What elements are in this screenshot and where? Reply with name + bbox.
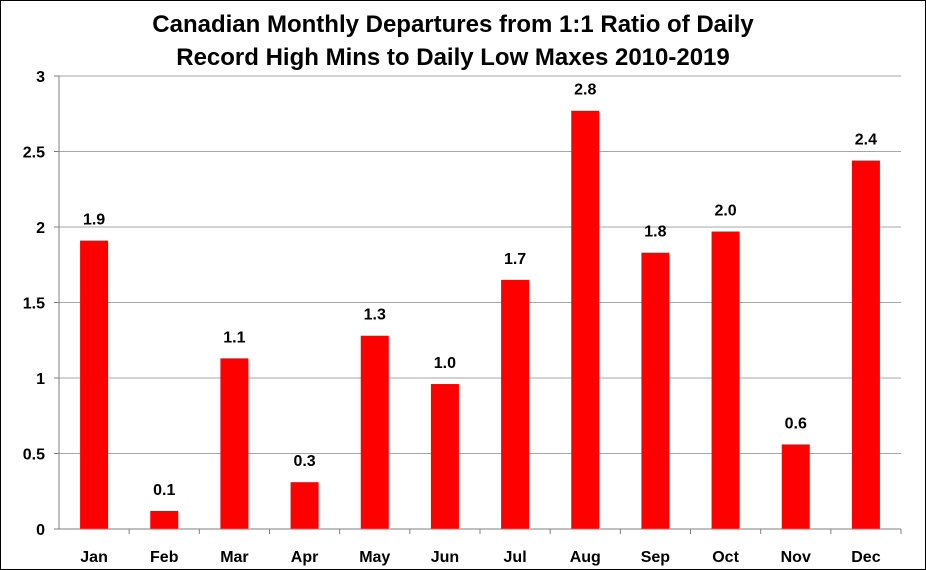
x-tick-label-jan: Jan — [80, 549, 108, 566]
x-tick-label-aug: Aug — [570, 549, 601, 566]
bar-mar — [220, 358, 249, 529]
data-label-jun: 1.0 — [434, 355, 456, 372]
y-tick-label: 2 — [36, 220, 45, 237]
bar-jul — [501, 279, 530, 529]
bar-aug — [571, 110, 600, 529]
bar-sep — [641, 252, 670, 530]
x-tick-label-nov: Nov — [781, 549, 811, 566]
chart-title-line-2: Record High Mins to Daily Low Maxes 2010… — [176, 44, 730, 71]
bar-nov — [781, 444, 810, 529]
y-tick-label: 1 — [36, 371, 45, 388]
y-tick-label: 3 — [36, 69, 45, 86]
data-label-apr: 0.3 — [293, 453, 315, 470]
x-tick-label-apr: Apr — [291, 549, 319, 566]
data-label-jul: 1.7 — [504, 251, 526, 268]
data-label-sep: 1.8 — [644, 224, 666, 241]
y-tick-label: 0.5 — [23, 447, 45, 464]
bar-oct — [711, 231, 740, 529]
bar-feb — [150, 510, 179, 529]
data-label-jan: 1.9 — [83, 212, 105, 229]
x-tick-label-oct: Oct — [712, 549, 739, 566]
bar-dec — [851, 160, 880, 529]
x-tick-label-sep: Sep — [641, 549, 671, 566]
bar-apr — [290, 482, 319, 529]
x-tick-label-jun: Jun — [431, 549, 459, 566]
y-tick-label: 1.5 — [23, 296, 45, 313]
bar-jan — [80, 240, 109, 529]
x-tick-label-may: May — [359, 549, 390, 566]
data-label-aug: 2.8 — [574, 82, 596, 99]
data-label-dec: 2.4 — [855, 132, 877, 149]
gridlines — [59, 75, 901, 454]
x-tick-label-mar: Mar — [220, 549, 248, 566]
labels: 0 0.5 1 1.5 2 2.5 3 1.9 Jan 0.1 Feb 1.1 Mar 0.3 Apr 1.3… — [23, 69, 881, 566]
bar-may — [360, 335, 389, 529]
y-tick-label: 2.5 — [23, 145, 45, 162]
bar-jun — [430, 384, 459, 529]
x-tick-label-feb: Feb — [150, 549, 179, 566]
x-tick-label-dec: Dec — [851, 549, 880, 566]
data-label-may: 1.3 — [364, 307, 386, 324]
y-tick-label: 0 — [36, 522, 45, 539]
data-label-feb: 0.1 — [153, 482, 175, 499]
data-label-mar: 1.1 — [223, 329, 245, 346]
data-label-nov: 0.6 — [785, 415, 807, 432]
chart-title-line-1: Canadian Monthly Departures from 1:1 Rat… — [152, 11, 754, 38]
axes — [54, 75, 902, 534]
bars — [80, 110, 880, 530]
x-tick-label-jul: Jul — [504, 549, 527, 566]
data-label-oct: 2.0 — [714, 203, 736, 220]
